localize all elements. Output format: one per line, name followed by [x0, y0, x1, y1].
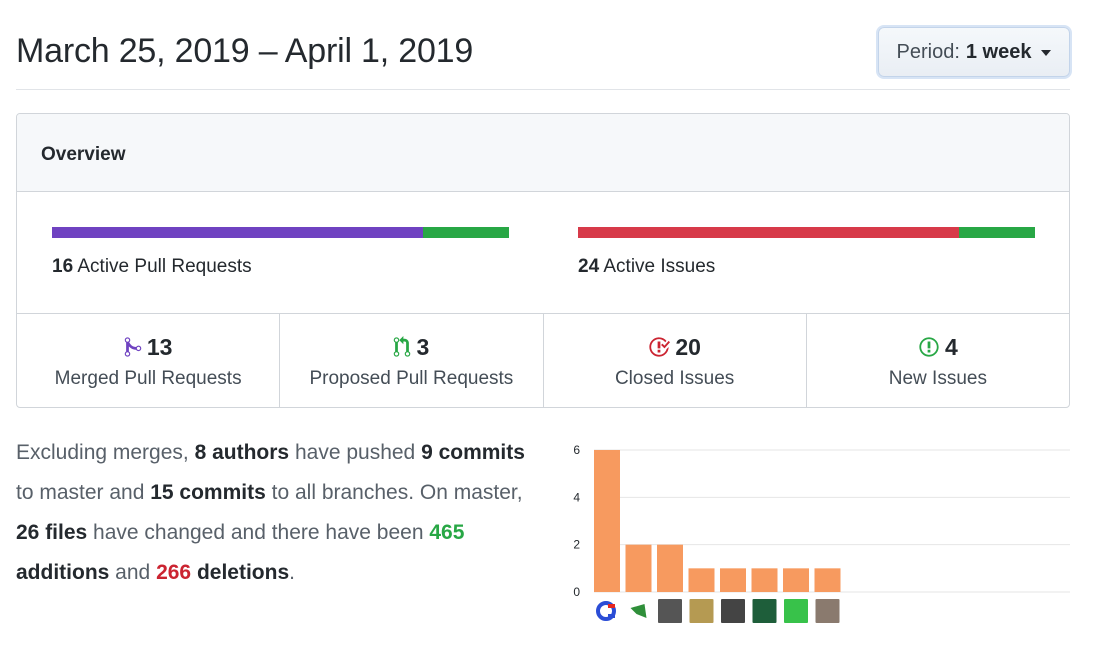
summary-text: to master and [16, 481, 151, 504]
active-issues-count: 24 [578, 256, 600, 277]
page-header: March 25, 2019 – April 1, 2019 Period: 1… [16, 0, 1070, 90]
proposed-pull-requests-label: Proposed Pull Requests [309, 368, 514, 389]
summary-text: Excluding merges, [16, 441, 195, 464]
proposed-pull-requests-count: 3 [416, 333, 430, 360]
new-issues-count: 4 [944, 333, 958, 360]
overview-title: Overview [41, 144, 126, 165]
author-avatar [721, 599, 745, 623]
merged-pull-requests-count: 13 [146, 333, 173, 360]
y-tick-label: 6 [573, 443, 580, 457]
y-tick-label: 4 [573, 490, 580, 504]
bar-author-5 [720, 568, 746, 592]
bar-author-6 [751, 568, 778, 592]
period-value: 1 week [965, 40, 1032, 63]
authors-count-link[interactable]: 8 authors [194, 441, 290, 464]
author-avatar [658, 599, 682, 623]
active-pull-requests-label: Active Pull Requests [77, 256, 252, 277]
bar-author-1 [594, 450, 620, 592]
bar-author-3 [657, 544, 683, 592]
issue-opened-icon [919, 337, 939, 357]
caret-down-icon [1041, 50, 1052, 56]
page-title: March 25, 2019 – April 1, 2019 [16, 32, 474, 70]
author-avatar-glyph [608, 614, 615, 618]
bar-author-7 [783, 568, 809, 592]
additions-count: 465 [429, 521, 465, 544]
summary-text: have changed and there have been [87, 521, 430, 544]
bar-author-2 [625, 544, 652, 592]
overview-stats: 13 Merged Pull Requests 3 Proposed Pull … [17, 314, 1069, 407]
proposed-pull-requests-stat[interactable]: 3 Proposed Pull Requests [280, 314, 544, 407]
author-avatar-glyph [630, 604, 647, 618]
open-issues-segment [958, 227, 1035, 238]
summary-text: . [289, 561, 295, 584]
new-issues-label: New Issues [888, 368, 987, 389]
pull-requests-ratio-bar[interactable] [52, 227, 509, 238]
active-pull-requests-link[interactable]: 16 Active Pull Requests [52, 256, 252, 278]
author-avatar [784, 599, 808, 623]
closed-issues-count: 20 [675, 333, 701, 360]
active-issues-label: Active Issues [603, 256, 716, 277]
closed-issues-segment [578, 227, 959, 238]
active-pull-requests-count: 16 [52, 256, 74, 277]
additions-word: additions [16, 561, 110, 584]
active-issues-link[interactable]: 24 Active Issues [578, 256, 715, 278]
closed-issues-stat[interactable]: 20 Closed Issues [544, 314, 807, 407]
new-issues-stat[interactable]: 4 New Issues [807, 314, 1069, 407]
closed-issues-label: Closed Issues [614, 368, 735, 389]
open-pr-segment [423, 227, 509, 238]
summary-text: have pushed [289, 441, 422, 464]
git-pull-request-icon [394, 336, 411, 357]
merged-pr-segment [52, 227, 424, 238]
merged-pull-requests-stat[interactable]: 13 Merged Pull Requests [17, 314, 281, 407]
period-dropdown-button[interactable]: Period: 1 week [878, 27, 1070, 77]
bar-author-8 [814, 568, 841, 592]
git-merge-icon [124, 337, 142, 357]
files-changed-count: 26 files [16, 521, 88, 544]
y-tick-label: 0 [573, 585, 580, 599]
all-commits-count: 15 commits [150, 481, 266, 504]
author-avatar-glyph [596, 601, 616, 621]
summary-text: and [109, 561, 157, 584]
y-tick-label: 2 [573, 538, 580, 552]
overview-header: Overview [17, 114, 1069, 192]
master-commits-count: 9 commits [421, 441, 525, 464]
author-avatar [815, 599, 840, 623]
commit-summary: Excluding merges, 8 authors have pushed … [16, 433, 536, 593]
author-avatar [689, 599, 714, 623]
author-avatar [752, 599, 777, 623]
commits-by-author-chart: 0 2 4 6 [573, 443, 1070, 623]
deletions-word: deletions [191, 561, 290, 584]
period-label: Period: [896, 40, 960, 63]
deletions-count: 266 [156, 561, 192, 584]
merged-pull-requests-label: Merged Pull Requests [54, 368, 242, 389]
overview-bars: 16 Active Pull Requests 24 Active Issues [17, 192, 1069, 314]
overview-panel: Overview 16 Active Pull Requests 24 Acti… [16, 113, 1070, 408]
author-avatar-glyph [608, 604, 615, 608]
issue-closed-icon [649, 337, 671, 357]
issues-ratio-bar[interactable] [578, 227, 1035, 238]
summary-text: to all branches. On master, [265, 481, 523, 504]
bar-author-4 [688, 568, 715, 592]
